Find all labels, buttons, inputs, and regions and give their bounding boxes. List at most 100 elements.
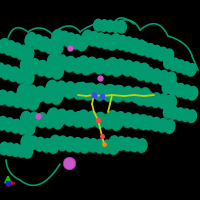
Ellipse shape [8, 67, 20, 81]
Ellipse shape [0, 142, 9, 155]
Ellipse shape [130, 115, 141, 129]
Ellipse shape [38, 37, 50, 51]
Ellipse shape [11, 119, 21, 133]
Ellipse shape [169, 82, 179, 95]
Ellipse shape [56, 55, 67, 70]
Ellipse shape [138, 116, 149, 130]
Ellipse shape [86, 58, 97, 73]
Ellipse shape [181, 110, 191, 122]
Ellipse shape [169, 58, 179, 70]
Ellipse shape [23, 47, 34, 61]
Ellipse shape [138, 63, 150, 78]
Ellipse shape [73, 84, 85, 100]
Ellipse shape [122, 114, 133, 128]
Ellipse shape [105, 86, 117, 101]
Ellipse shape [94, 19, 102, 31]
Ellipse shape [64, 110, 76, 126]
Ellipse shape [17, 145, 27, 157]
Ellipse shape [81, 138, 91, 151]
Ellipse shape [168, 83, 179, 96]
Ellipse shape [136, 92, 146, 106]
Ellipse shape [16, 45, 28, 59]
Ellipse shape [81, 113, 93, 128]
Ellipse shape [64, 111, 76, 127]
Ellipse shape [20, 57, 32, 72]
Ellipse shape [25, 122, 35, 136]
Ellipse shape [116, 137, 126, 151]
Ellipse shape [44, 63, 55, 78]
Ellipse shape [138, 64, 149, 79]
Ellipse shape [138, 42, 149, 55]
Ellipse shape [101, 34, 112, 48]
Ellipse shape [11, 120, 21, 133]
Ellipse shape [165, 120, 175, 133]
Ellipse shape [150, 94, 161, 108]
Ellipse shape [28, 137, 38, 150]
Ellipse shape [114, 59, 126, 74]
Ellipse shape [175, 109, 185, 121]
Ellipse shape [158, 119, 168, 133]
Ellipse shape [88, 32, 99, 47]
Ellipse shape [35, 137, 45, 151]
Ellipse shape [144, 117, 154, 130]
Ellipse shape [122, 61, 134, 77]
Ellipse shape [77, 36, 88, 50]
Ellipse shape [72, 112, 84, 128]
Ellipse shape [158, 95, 169, 109]
Ellipse shape [47, 53, 59, 69]
Ellipse shape [143, 93, 154, 107]
Ellipse shape [86, 111, 97, 126]
Ellipse shape [94, 59, 106, 75]
Ellipse shape [52, 30, 63, 45]
Ellipse shape [187, 111, 196, 123]
Ellipse shape [158, 119, 168, 132]
Ellipse shape [56, 109, 67, 124]
Ellipse shape [52, 64, 64, 79]
Ellipse shape [169, 107, 179, 119]
Ellipse shape [122, 87, 134, 103]
Ellipse shape [151, 69, 161, 83]
Ellipse shape [116, 36, 127, 50]
Ellipse shape [163, 106, 173, 118]
Ellipse shape [12, 94, 23, 108]
Ellipse shape [46, 81, 58, 98]
Ellipse shape [28, 97, 39, 111]
Ellipse shape [102, 60, 114, 76]
Ellipse shape [95, 33, 105, 47]
Ellipse shape [50, 135, 61, 150]
Ellipse shape [112, 86, 124, 103]
Ellipse shape [165, 72, 176, 86]
Ellipse shape [111, 62, 123, 77]
Ellipse shape [76, 82, 88, 99]
Ellipse shape [137, 140, 147, 153]
Ellipse shape [139, 89, 151, 104]
Ellipse shape [42, 139, 52, 153]
Ellipse shape [64, 34, 75, 48]
Ellipse shape [29, 112, 39, 126]
Ellipse shape [21, 136, 31, 149]
Ellipse shape [112, 85, 124, 102]
Ellipse shape [17, 85, 29, 100]
Ellipse shape [52, 30, 63, 44]
Ellipse shape [20, 95, 31, 109]
Ellipse shape [0, 64, 5, 78]
Ellipse shape [71, 35, 82, 49]
Ellipse shape [0, 90, 8, 104]
Ellipse shape [56, 56, 67, 71]
Ellipse shape [34, 86, 46, 102]
Ellipse shape [111, 116, 123, 131]
Ellipse shape [137, 139, 147, 152]
Ellipse shape [86, 112, 97, 127]
Ellipse shape [105, 85, 117, 100]
Ellipse shape [17, 84, 29, 99]
Ellipse shape [109, 136, 119, 149]
Ellipse shape [114, 60, 126, 75]
Ellipse shape [151, 118, 161, 132]
Ellipse shape [82, 31, 93, 45]
Ellipse shape [157, 48, 167, 61]
Ellipse shape [130, 138, 140, 151]
Ellipse shape [49, 140, 59, 153]
Ellipse shape [85, 84, 97, 100]
Ellipse shape [139, 88, 151, 103]
Ellipse shape [55, 82, 67, 98]
